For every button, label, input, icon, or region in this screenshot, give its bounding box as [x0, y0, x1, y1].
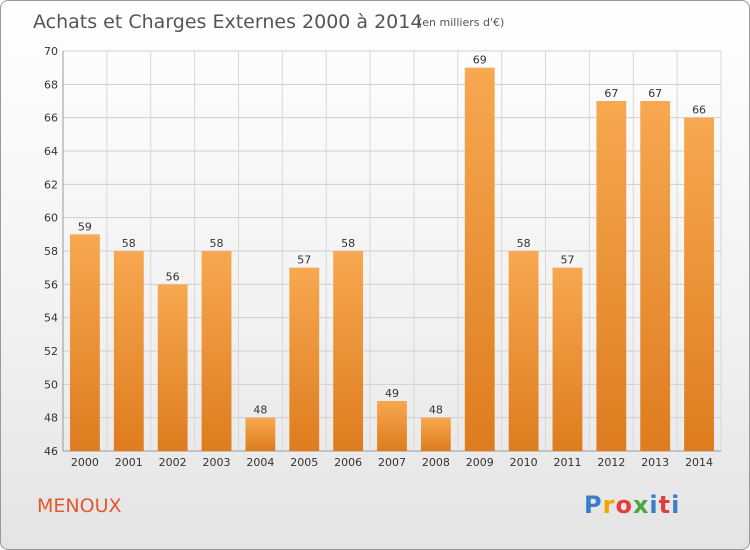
- x-tick-label: 2008: [422, 456, 450, 469]
- bar: [596, 101, 627, 451]
- bars: [70, 67, 714, 452]
- y-tick-label: 54: [44, 312, 58, 325]
- data-label: 57: [297, 254, 311, 267]
- x-tick-label: 2014: [685, 456, 713, 469]
- chart-unit: (en milliers d'€): [418, 16, 504, 29]
- logo-letter: x: [632, 491, 650, 519]
- y-tick-label: 60: [44, 212, 58, 225]
- x-tick-label: 2013: [641, 456, 669, 469]
- bar: [640, 101, 671, 451]
- data-label: 58: [341, 237, 355, 250]
- logo-letter: t: [658, 491, 672, 519]
- data-label: 59: [78, 220, 92, 233]
- bar: [508, 251, 539, 451]
- data-label: 49: [385, 387, 399, 400]
- bar: [157, 284, 188, 451]
- x-tick-label: 2002: [159, 456, 187, 469]
- chart-title: Achats et Charges Externes 2000 à 2014: [33, 11, 422, 33]
- data-label: 69: [473, 54, 487, 67]
- bar: [684, 117, 714, 452]
- data-label: 58: [517, 237, 531, 250]
- y-tick-label: 68: [44, 78, 58, 91]
- data-label: 67: [604, 87, 618, 100]
- data-label: 48: [253, 404, 267, 417]
- data-label: 48: [429, 404, 443, 417]
- x-tick-label: 2009: [466, 456, 494, 469]
- bar: [245, 417, 276, 451]
- y-tick-label: 66: [44, 112, 58, 125]
- x-tick-label: 2010: [510, 456, 538, 469]
- bar: [552, 267, 583, 451]
- data-label: 66: [692, 104, 706, 117]
- bar: [201, 251, 232, 451]
- y-tick-label: 48: [44, 412, 58, 425]
- commune-name: MENOUX: [37, 495, 122, 517]
- data-label: 57: [560, 254, 574, 267]
- x-tick-label: 2003: [203, 456, 231, 469]
- y-tick-label: 50: [44, 378, 58, 391]
- x-tick-label: 2011: [553, 456, 581, 469]
- data-label: 58: [122, 237, 136, 250]
- x-tick-label: 2006: [334, 456, 362, 469]
- y-tick-label: 58: [44, 245, 58, 258]
- logo-letter: i: [671, 491, 681, 519]
- data-label: 56: [166, 270, 180, 283]
- logo-letter: o: [615, 491, 633, 519]
- data-labels: 59 58 56 58 48 57 58 49 48 69 58 57 67 67 66: [78, 54, 706, 417]
- data-label: 58: [210, 237, 224, 250]
- bar: [464, 67, 495, 452]
- data-label: 67: [648, 87, 662, 100]
- bar: [420, 417, 451, 451]
- y-tick-label: 70: [44, 45, 58, 58]
- bar: [377, 401, 407, 451]
- x-tick-label: 2000: [71, 456, 99, 469]
- y-tick-label: 56: [44, 278, 58, 291]
- bar: [70, 234, 100, 451]
- y-tick-label: 64: [44, 145, 58, 158]
- y-tick-label: 62: [44, 178, 58, 191]
- x-tick-label: 2007: [378, 456, 406, 469]
- x-tick-label: 2004: [246, 456, 274, 469]
- x-tick-label: 2001: [115, 456, 143, 469]
- logo-letter: r: [602, 491, 616, 519]
- x-tick-label: 2005: [290, 456, 318, 469]
- y-tick-label: 52: [44, 345, 58, 358]
- proxiti-logo: Proxiti: [584, 491, 680, 519]
- bar: [113, 251, 144, 451]
- logo-letter: P: [584, 491, 603, 519]
- bar: [333, 251, 364, 451]
- logo-letter: i: [649, 491, 659, 519]
- y-tick-label: 46: [44, 445, 58, 458]
- x-tick-label: 2012: [597, 456, 625, 469]
- bar: [289, 267, 320, 451]
